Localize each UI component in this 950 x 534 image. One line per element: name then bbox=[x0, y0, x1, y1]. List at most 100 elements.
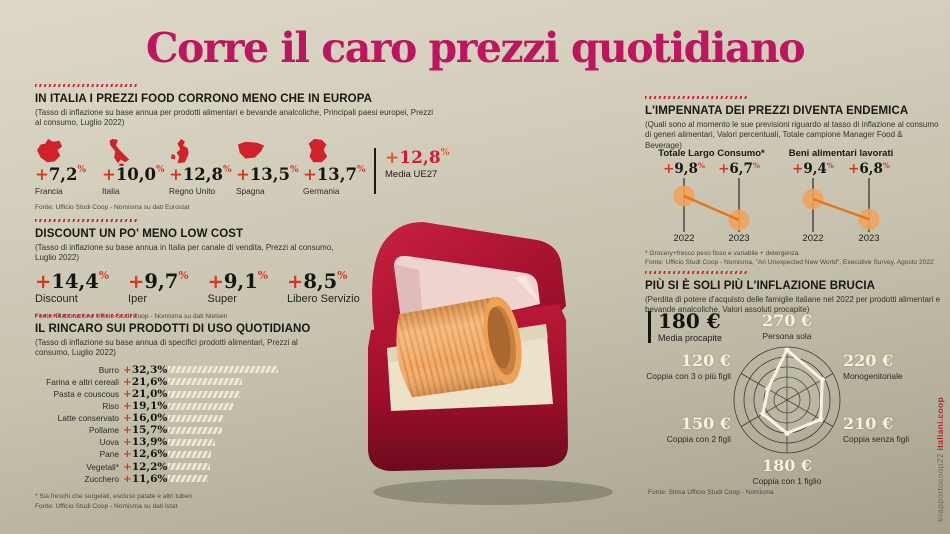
footnote: * Sia freschi che surgelati, escluso pat… bbox=[35, 492, 192, 500]
channel-name: Super bbox=[207, 293, 237, 306]
series-label: Totale Largo Consumo* bbox=[658, 148, 765, 159]
product-bar bbox=[168, 475, 208, 483]
section-subtitle: (Tasso di inflazione su base annua per p… bbox=[35, 108, 434, 128]
section-heading: DISCOUNT UN PO' MENO LOW COST bbox=[35, 228, 244, 240]
product-row: Pane +12,6% bbox=[35, 448, 365, 460]
forecast-year: 2022 bbox=[802, 233, 824, 244]
forecast-dumbbell-chart: Totale Largo Consumo* +9,8% 2022 +6,7% 2023 B… bbox=[645, 148, 945, 248]
section-endemic: L'IMPENNATA DEI PREZZI DIVENTA ENDEMICA … bbox=[645, 96, 947, 151]
channel-value: +9,7% bbox=[128, 268, 189, 293]
country-name: Francia bbox=[35, 185, 63, 196]
product-label: Latte conservato bbox=[57, 413, 119, 424]
product-value: +12,2% bbox=[123, 460, 168, 473]
section-subtitle: (Tasso di inflazione su base annua in It… bbox=[35, 243, 334, 263]
country-value: +10,0% bbox=[102, 163, 165, 184]
section-subtitle: (Tasso di inflazione su base annua di sp… bbox=[35, 338, 298, 358]
radar-value: 150 € bbox=[680, 414, 731, 433]
radar-value: 180 € bbox=[761, 456, 813, 475]
country-name: Italia bbox=[102, 185, 120, 196]
country-uk: +12,8% Regno Unito bbox=[169, 138, 236, 196]
product-value: +21,0% bbox=[123, 388, 168, 401]
radar-label-2: 220 € Monogenitoriale bbox=[843, 352, 950, 381]
forecast-value: +6,7% bbox=[718, 161, 760, 177]
product-label: Pasta e couscous bbox=[53, 389, 120, 400]
channel-name: Iper bbox=[128, 293, 147, 306]
hashtag-handle: #rapportocoop22 bbox=[935, 450, 945, 522]
spain-map-icon bbox=[236, 138, 303, 166]
channel-value: +8,5% bbox=[286, 268, 348, 293]
product-label: Pollame bbox=[89, 425, 119, 436]
average-value: 180 € bbox=[658, 309, 721, 333]
product-label: Uova bbox=[99, 437, 119, 448]
country-germany: +13,7% Germania bbox=[303, 138, 370, 196]
product-bar bbox=[168, 414, 223, 422]
product-value: +15,7% bbox=[123, 424, 168, 437]
product-label: Pane bbox=[99, 449, 119, 460]
channel-libero-servizio: +8,5% Libero Servizio bbox=[286, 268, 360, 305]
channels-row: +14,4% Discount +9,7% Iper +9,1% Super +8,5% Li… bbox=[35, 268, 365, 306]
radar-label-3: 210 € Coppia senza figli bbox=[843, 415, 950, 444]
country-value: +13,7% bbox=[303, 163, 366, 184]
hashtag-site: italiani.coop bbox=[935, 397, 945, 451]
source-note: Fonte: Ufficio Studi Coop - Nomisma su d… bbox=[35, 502, 178, 510]
product-value: +12,6% bbox=[123, 448, 168, 461]
forecast-value: +9,8% bbox=[663, 161, 705, 177]
channel-discount: +14,4% Discount bbox=[35, 268, 110, 306]
section-alone: PIÙ SI È SOLI PIÙ L'INFLAZIONE BRUCIA (P… bbox=[645, 271, 947, 316]
dashes-divider bbox=[645, 271, 749, 274]
section-heading: PIÙ SI È SOLI PIÙ L'INFLAZIONE BRUCIA bbox=[645, 280, 876, 292]
product-bar bbox=[168, 450, 211, 458]
radar-value: 120 € bbox=[680, 351, 731, 370]
country-value: +12,8% bbox=[169, 163, 232, 184]
country-italy: +10,0% Italia bbox=[102, 138, 169, 196]
product-row: Zucchero +11,6% bbox=[35, 473, 365, 485]
dashes-divider bbox=[35, 314, 139, 317]
channel-value: +14,4% bbox=[35, 268, 110, 293]
product-row: Burro +32,3% bbox=[35, 364, 365, 376]
average-per-capita: 180 € Media procapite bbox=[648, 311, 722, 343]
product-bar bbox=[168, 438, 216, 446]
italy-map-icon bbox=[102, 138, 169, 166]
product-bar bbox=[168, 366, 278, 374]
product-value: +16,0% bbox=[123, 412, 168, 425]
section-subtitle: (Quali sono al momento le sue previsioni… bbox=[645, 120, 939, 150]
product-label: Riso bbox=[102, 401, 119, 412]
source-note: Fonte: Ufficio Studi Coop - Nomisma, "An… bbox=[645, 259, 934, 266]
product-row: Farina e altri cereali +21,6% bbox=[35, 376, 365, 388]
section-products: IL RINCARO SUI PRODOTTI DI USO QUOTIDIAN… bbox=[35, 314, 365, 512]
source-note: Fonte: Ufficio Studi Coop - Nomisma su d… bbox=[35, 203, 190, 211]
source-note: Fonte: Stima Ufficio Studi Coop - Nomism… bbox=[648, 489, 774, 496]
section-heading: IL RINCARO SUI PRODOTTI DI USO QUOTIDIAN… bbox=[35, 323, 311, 335]
germany-map-icon bbox=[303, 138, 370, 166]
uk-map-icon bbox=[169, 138, 236, 166]
product-row: Pollame +15,7% bbox=[35, 424, 365, 436]
france-map-icon bbox=[35, 138, 102, 166]
channel-iper: +9,7% Iper bbox=[128, 268, 189, 306]
product-row: Riso +19,1% bbox=[35, 400, 365, 412]
country-name: Regno Unito bbox=[169, 185, 216, 196]
ring-box-pasta-photo bbox=[365, 198, 640, 521]
radar-value: 270 € bbox=[761, 311, 813, 330]
radar-label-4: 180 € Coppia con 1 figlio bbox=[731, 456, 843, 486]
country-value: +13,5% bbox=[236, 163, 299, 184]
eu-average-label: Media UE27 bbox=[385, 168, 438, 180]
section-heading: L'IMPENNATA DEI PREZZI DIVENTA ENDEMICA bbox=[645, 105, 909, 117]
radar-label-6: 120 € Coppia con 3 o più figli bbox=[619, 351, 731, 381]
forecast-year: 2023 bbox=[728, 233, 750, 244]
product-label: Burro bbox=[98, 364, 119, 375]
product-value: +21,6% bbox=[123, 375, 168, 388]
series-label: Beni alimentari lavorati bbox=[788, 148, 894, 159]
product-bar bbox=[168, 463, 210, 471]
footnote: * Grocery+fresco peso fisso e variabile … bbox=[645, 250, 799, 257]
product-label: Farina e altri cereali bbox=[46, 376, 119, 387]
dashes-divider bbox=[645, 96, 749, 99]
country-value: +7,2% bbox=[35, 163, 87, 184]
country-france: +7,2% Francia bbox=[35, 138, 102, 196]
product-row: Pasta e couscous +21,0% bbox=[35, 388, 365, 400]
channel-name: Discount bbox=[35, 293, 78, 306]
product-label: Vegetali* bbox=[86, 461, 119, 472]
section-europe: IN ITALIA I PREZZI FOOD CORRONO MENO CHE… bbox=[35, 84, 465, 213]
product-value: +11,6% bbox=[123, 472, 168, 485]
radar-category: Coppia con 3 o più figli bbox=[646, 370, 731, 381]
